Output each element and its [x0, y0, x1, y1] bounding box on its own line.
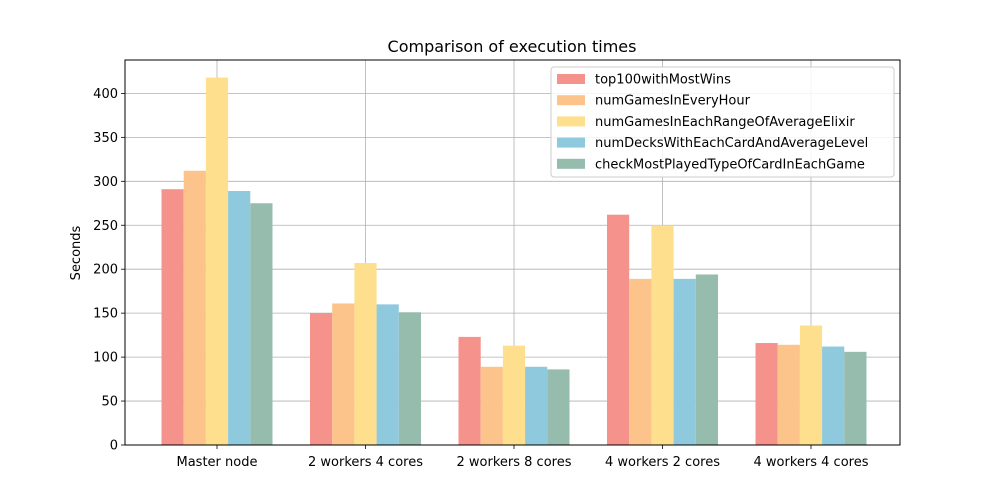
bar: [525, 366, 548, 445]
bars: [161, 77, 867, 446]
legend-swatch: [557, 137, 585, 148]
bar: [205, 77, 229, 446]
legend-label: checkMostPlayedTypeOfCardInEachGame: [595, 157, 865, 172]
bar: [755, 343, 778, 445]
bar: [822, 346, 845, 445]
legend-swatch: [557, 95, 585, 106]
y-axis-label: Seconds: [69, 225, 84, 280]
bar: [799, 325, 823, 445]
bar: [228, 190, 251, 445]
bar: [376, 304, 399, 445]
bar: [651, 225, 674, 445]
y-tick-label: 200: [93, 263, 118, 278]
bar: [607, 214, 630, 445]
x-tick-label: 2 workers 8 cores: [457, 455, 572, 470]
x-tick-label: 2 workers 4 cores: [308, 455, 423, 470]
legend-swatch: [557, 158, 585, 169]
bar: [695, 274, 718, 445]
bar: [183, 170, 206, 445]
chart-title: Comparison of execution times: [388, 37, 637, 56]
legend: top100withMostWins numGamesInEveryHour num…: [550, 66, 895, 178]
bar: [398, 312, 421, 445]
legend-label: numGamesInEveryHour: [595, 94, 751, 109]
bar: [547, 369, 570, 445]
bar: [354, 263, 377, 445]
y-tick-label: 350: [93, 131, 118, 146]
legend-frame: [550, 66, 895, 178]
bar: [673, 278, 696, 445]
bar: [458, 336, 481, 445]
plot-frame: [124, 59, 901, 446]
bar: [310, 313, 333, 445]
bar: [502, 345, 526, 445]
legend-label: top100withMostWins: [595, 73, 731, 88]
axis-ticks: Master node 2 workers 4 cores 2 workers 8 …: [93, 87, 869, 470]
bar: [480, 366, 503, 445]
bar: [250, 203, 273, 445]
bar: [332, 303, 355, 445]
bar: [777, 344, 800, 445]
x-tick-label: 4 workers 2 cores: [605, 455, 720, 470]
y-tick-label: 0: [110, 439, 118, 454]
bar: [629, 278, 652, 445]
legend-label: numDecksWithEachCardAndAverageLevel: [595, 136, 868, 151]
y-tick-label: 150: [93, 307, 118, 322]
y-tick-label: 300: [93, 175, 118, 190]
x-tick-label: 4 workers 4 cores: [754, 455, 869, 470]
y-tick-label: 400: [93, 87, 118, 102]
legend-swatch: [557, 116, 585, 127]
y-tick-label: 100: [93, 351, 118, 366]
y-tick-label: 50: [101, 395, 118, 410]
y-tick-label: 250: [93, 219, 118, 234]
bar: [161, 189, 184, 445]
legend-label: numGamesInEachRangeOfAverageElixir: [595, 115, 855, 130]
x-tick-label: Master node: [177, 455, 258, 470]
bar: [844, 351, 867, 445]
legend-swatch: [557, 74, 585, 84]
